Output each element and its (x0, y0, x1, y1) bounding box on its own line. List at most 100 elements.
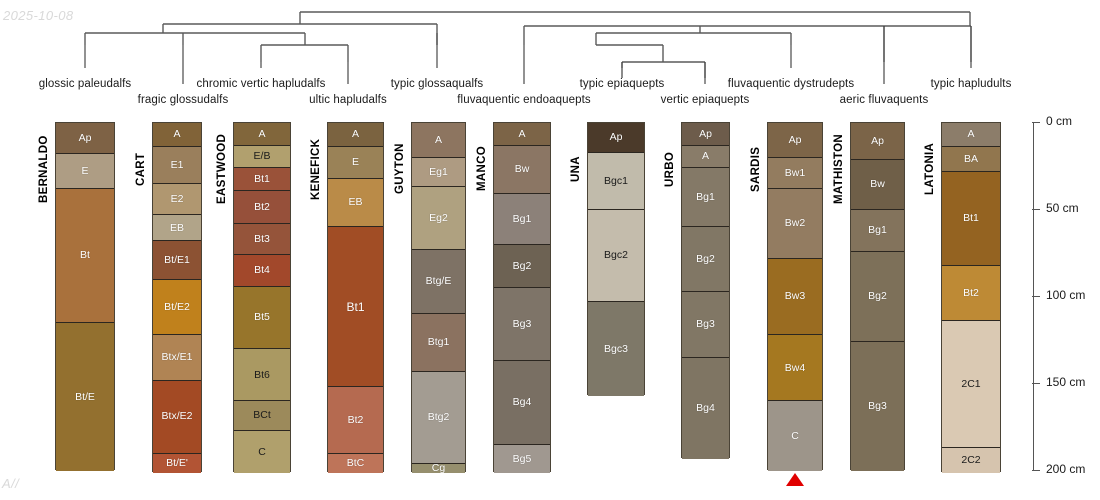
horizon-segment[interactable]: A (328, 123, 383, 148)
horizon-segment[interactable]: Bt2 (328, 387, 383, 454)
horizon-segment[interactable]: A (942, 123, 1000, 148)
horizon-segment[interactable]: Bt/E2 (153, 279, 201, 336)
horizon-segment[interactable]: Bg5 (494, 444, 550, 473)
horizon-segment[interactable]: Bg1 (851, 210, 904, 252)
horizon-label: Bt4 (254, 264, 270, 277)
horizon-segment[interactable]: Bg3 (494, 288, 550, 362)
horizon-segment[interactable]: Btg2 (412, 371, 465, 465)
horizon-segment[interactable]: Ap (851, 123, 904, 160)
horizon-segment[interactable]: Cg (412, 464, 465, 473)
horizon-segment[interactable]: Ap (56, 123, 114, 155)
horizon-segment[interactable]: Ap (682, 123, 729, 146)
horizon-segment[interactable]: Bw2 (768, 189, 822, 259)
horizon-segment[interactable]: Bt1 (328, 227, 383, 388)
horizon-segment[interactable]: Bt2 (942, 265, 1000, 322)
horizon-segment[interactable]: Bgc1 (588, 152, 644, 210)
horizon-segment[interactable]: Bgc2 (588, 210, 644, 303)
horizon-segment[interactable]: Btg/E (412, 250, 465, 315)
horizon-label: 2C1 (961, 378, 981, 391)
horizon-segment[interactable]: C (768, 401, 822, 471)
horizon-segment[interactable]: Bg1 (494, 194, 550, 245)
horizon-segment[interactable]: BtC (328, 453, 383, 473)
profile-name-label: MANCO (476, 146, 488, 192)
horizon-segment[interactable]: Ap (768, 123, 822, 158)
horizon-segment[interactable]: Bg4 (682, 357, 729, 459)
horizon-label: Bt/E1 (164, 253, 190, 266)
horizon-label: A (434, 133, 442, 146)
horizon-label: Bg1 (512, 212, 532, 225)
horizon-segment[interactable]: Bw (851, 159, 904, 210)
taxonomy-dendrogram (84, 11, 972, 84)
profile-column[interactable]: A BA Bt1 Bt2 2C1 2C2 (941, 122, 1001, 473)
horizon-segment[interactable]: Bg2 (682, 227, 729, 292)
horizon-segment[interactable]: Bw (494, 145, 550, 195)
horizon-segment[interactable]: Bgc3 (588, 302, 644, 397)
horizon-segment[interactable]: C (234, 430, 290, 473)
taxon-label: fluvaquentic dystrudepts (727, 78, 855, 90)
horizon-segment[interactable]: Btx/E1 (153, 335, 201, 381)
horizon-segment[interactable]: 2C2 (942, 448, 1000, 473)
profile-column[interactable]: Ap Bgc1 Bgc2 Bgc3 (587, 122, 645, 397)
horizon-segment[interactable]: Bt (56, 189, 114, 324)
horizon-segment[interactable]: E (56, 154, 114, 190)
profile-column[interactable]: A Bw Bg1 Bg2 Bg3 Bg4 Bg5 (493, 122, 551, 473)
horizon-segment[interactable]: Bg2 (851, 251, 904, 343)
horizon-segment[interactable]: Bg2 (494, 244, 550, 289)
horizon-segment[interactable]: Eg1 (412, 157, 465, 188)
profile-column[interactable]: A E EB Bt1 Bt2 BtC (327, 122, 384, 473)
horizon-segment[interactable]: A (234, 123, 290, 146)
profile-column[interactable]: Ap E Bt Bt/E (55, 122, 115, 471)
horizon-segment[interactable]: Bt1 (234, 168, 290, 191)
horizon-segment[interactable]: EB (328, 178, 383, 228)
horizon-segment[interactable]: A (412, 123, 465, 158)
profile-column[interactable]: A E1 E2 EB Bt/E1 Bt/E2 Btx/E1 Btx/E2 Bt/E' (152, 122, 202, 473)
profile-column[interactable]: A E/B Bt1 Bt2 Bt3 Bt4 Bt5 Bt6 BCt C (233, 122, 291, 473)
horizon-segment[interactable]: Bg1 (682, 168, 729, 228)
horizon-label: Bt/E' (166, 457, 188, 470)
horizon-segment[interactable]: Bt4 (234, 255, 290, 287)
horizon-segment[interactable]: Bg4 (494, 361, 550, 445)
profile-column[interactable]: Ap A Bg1 Bg2 Bg3 Bg4 (681, 122, 730, 459)
horizon-segment[interactable]: BA (942, 147, 1000, 172)
profile-column[interactable]: Ap Bw Bg1 Bg2 Bg3 (850, 122, 905, 471)
horizon-segment[interactable]: A (153, 123, 201, 148)
taxon-label: glossic paleudalfs (38, 78, 132, 90)
horizon-label: A (258, 127, 266, 140)
horizon-segment[interactable]: E/B (234, 145, 290, 169)
horizon-segment[interactable]: Bt6 (234, 349, 290, 402)
profile-name-label: GUYTON (394, 143, 406, 195)
horizon-segment[interactable]: 2C1 (942, 321, 1000, 449)
horizon-segment[interactable]: Bw3 (768, 258, 822, 336)
horizon-segment[interactable]: Bt/E1 (153, 241, 201, 280)
profile-name-label: BERNALDO (38, 135, 50, 203)
horizon-segment[interactable]: Bt/E' (153, 453, 201, 473)
horizon-segment[interactable]: E (328, 147, 383, 179)
profile-column[interactable]: Ap Bw1 Bw2 Bw3 Bw4 C (767, 122, 823, 471)
horizon-segment[interactable]: Bt1 (942, 171, 1000, 266)
horizon-segment[interactable]: Btx/E2 (153, 380, 201, 454)
horizon-segment[interactable]: Bt/E (56, 323, 114, 471)
horizon-segment[interactable]: EB (153, 215, 201, 242)
horizon-segment[interactable]: Bg3 (682, 291, 729, 358)
horizon-segment[interactable]: E1 (153, 147, 201, 184)
horizon-segment[interactable]: A (494, 123, 550, 146)
profile-column[interactable]: A Eg1 Eg2 Btg/E Btg1 Btg2 Cg (411, 122, 466, 473)
horizon-segment[interactable]: E2 (153, 183, 201, 216)
horizon-segment[interactable]: Eg2 (412, 187, 465, 250)
taxon-label: chromic vertic hapludalfs (196, 78, 326, 90)
horizon-segment[interactable]: Bw1 (768, 157, 822, 190)
horizon-label: Eg1 (429, 165, 448, 178)
horizon-segment[interactable]: Ap (588, 123, 644, 153)
horizon-segment[interactable]: Bt5 (234, 286, 290, 350)
horizon-segment[interactable]: Bw4 (768, 335, 822, 402)
horizon-segment[interactable]: BCt (234, 401, 290, 431)
horizon-segment[interactable]: Btg1 (412, 314, 465, 372)
horizon-segment[interactable]: Bt3 (234, 223, 290, 256)
horizon-label: Bw (870, 178, 885, 190)
horizon-label: E (81, 164, 89, 177)
horizon-segment[interactable]: Bt2 (234, 190, 290, 224)
horizon-segment[interactable]: Bg3 (851, 342, 904, 471)
profile-name-label: LATONIA (924, 142, 936, 196)
horizon-segment[interactable]: A (682, 145, 729, 169)
taxon-label: typic glossaqualfs (390, 78, 484, 90)
